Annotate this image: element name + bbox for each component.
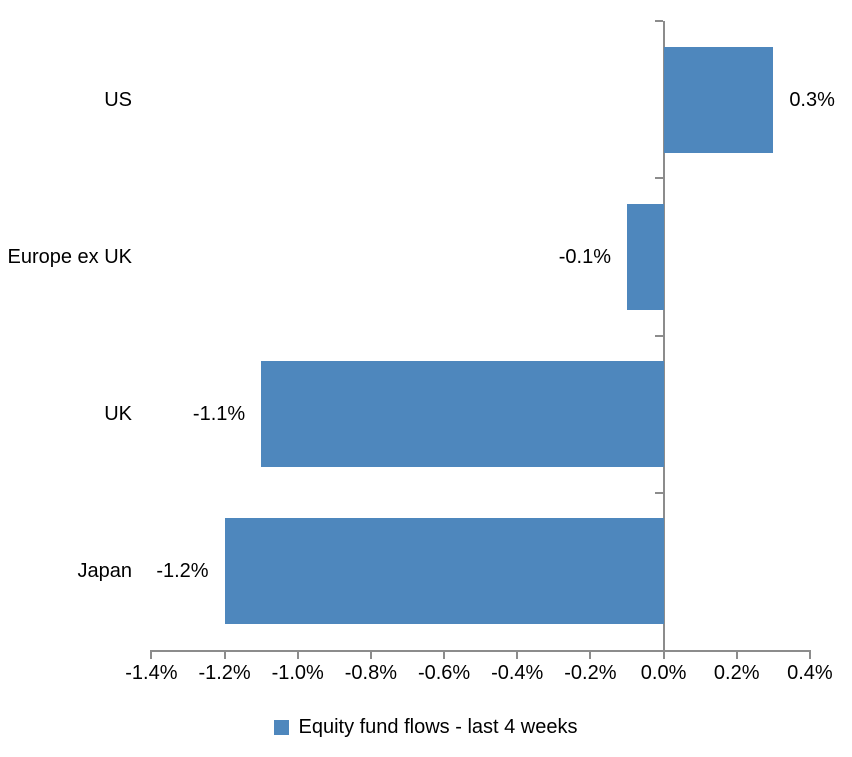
bar-uk — [261, 361, 664, 468]
x-axis-tick — [662, 650, 665, 659]
bar-europe-ex-uk — [626, 203, 664, 310]
x-axis-tick — [296, 650, 299, 659]
category-label-japan: Japan — [77, 560, 133, 583]
bar-japan — [224, 518, 664, 625]
x-axis-tick-label: 0.4% — [787, 662, 833, 684]
x-axis-tick-label: -0.2% — [564, 662, 617, 684]
x-axis-tick-label: -1.0% — [271, 662, 324, 684]
x-axis-line — [150, 650, 811, 652]
x-axis-tick-label: 0.0% — [640, 662, 687, 684]
x-axis-tick-label: -1.2% — [198, 662, 251, 684]
x-axis-tick — [735, 650, 738, 659]
category-boundary-tick — [654, 20, 663, 22]
zero-axis-line — [662, 21, 665, 650]
legend-series-label: Equity fund flows - last 4 weeks — [298, 716, 578, 738]
x-axis-tick — [808, 650, 811, 659]
x-axis-tick — [369, 650, 372, 659]
x-axis-tick — [589, 650, 592, 659]
data-label-europe-ex-uk: -0.1% — [558, 245, 611, 268]
category-boundary-tick — [654, 491, 663, 494]
x-axis-tick-label: -0.6% — [417, 662, 471, 684]
data-label-uk: -1.1% — [192, 403, 246, 426]
category-boundary-tick — [654, 177, 663, 180]
x-axis-tick — [223, 650, 226, 659]
bar-us — [663, 46, 774, 153]
data-label-japan: -1.2% — [156, 560, 209, 583]
category-boundary-tick — [654, 334, 663, 337]
x-axis-tick-label: -1.4% — [125, 662, 178, 684]
data-label-us: 0.3% — [789, 88, 835, 111]
category-label-uk: UK — [104, 403, 132, 426]
x-axis-tick — [150, 650, 153, 659]
legend-color-swatch-icon — [274, 720, 290, 735]
legend: Equity fund flows - last 4 weeks — [0, 716, 852, 739]
x-axis-tick — [443, 650, 446, 659]
x-axis-tick — [516, 650, 519, 659]
x-axis-tick-label: -0.8% — [344, 662, 398, 684]
category-label-europe-ex-uk: Europe ex UK — [7, 245, 132, 268]
x-axis-tick-label: 0.2% — [713, 662, 760, 684]
category-label-us: US — [104, 88, 132, 111]
x-axis-tick-label: -0.4% — [491, 662, 544, 684]
